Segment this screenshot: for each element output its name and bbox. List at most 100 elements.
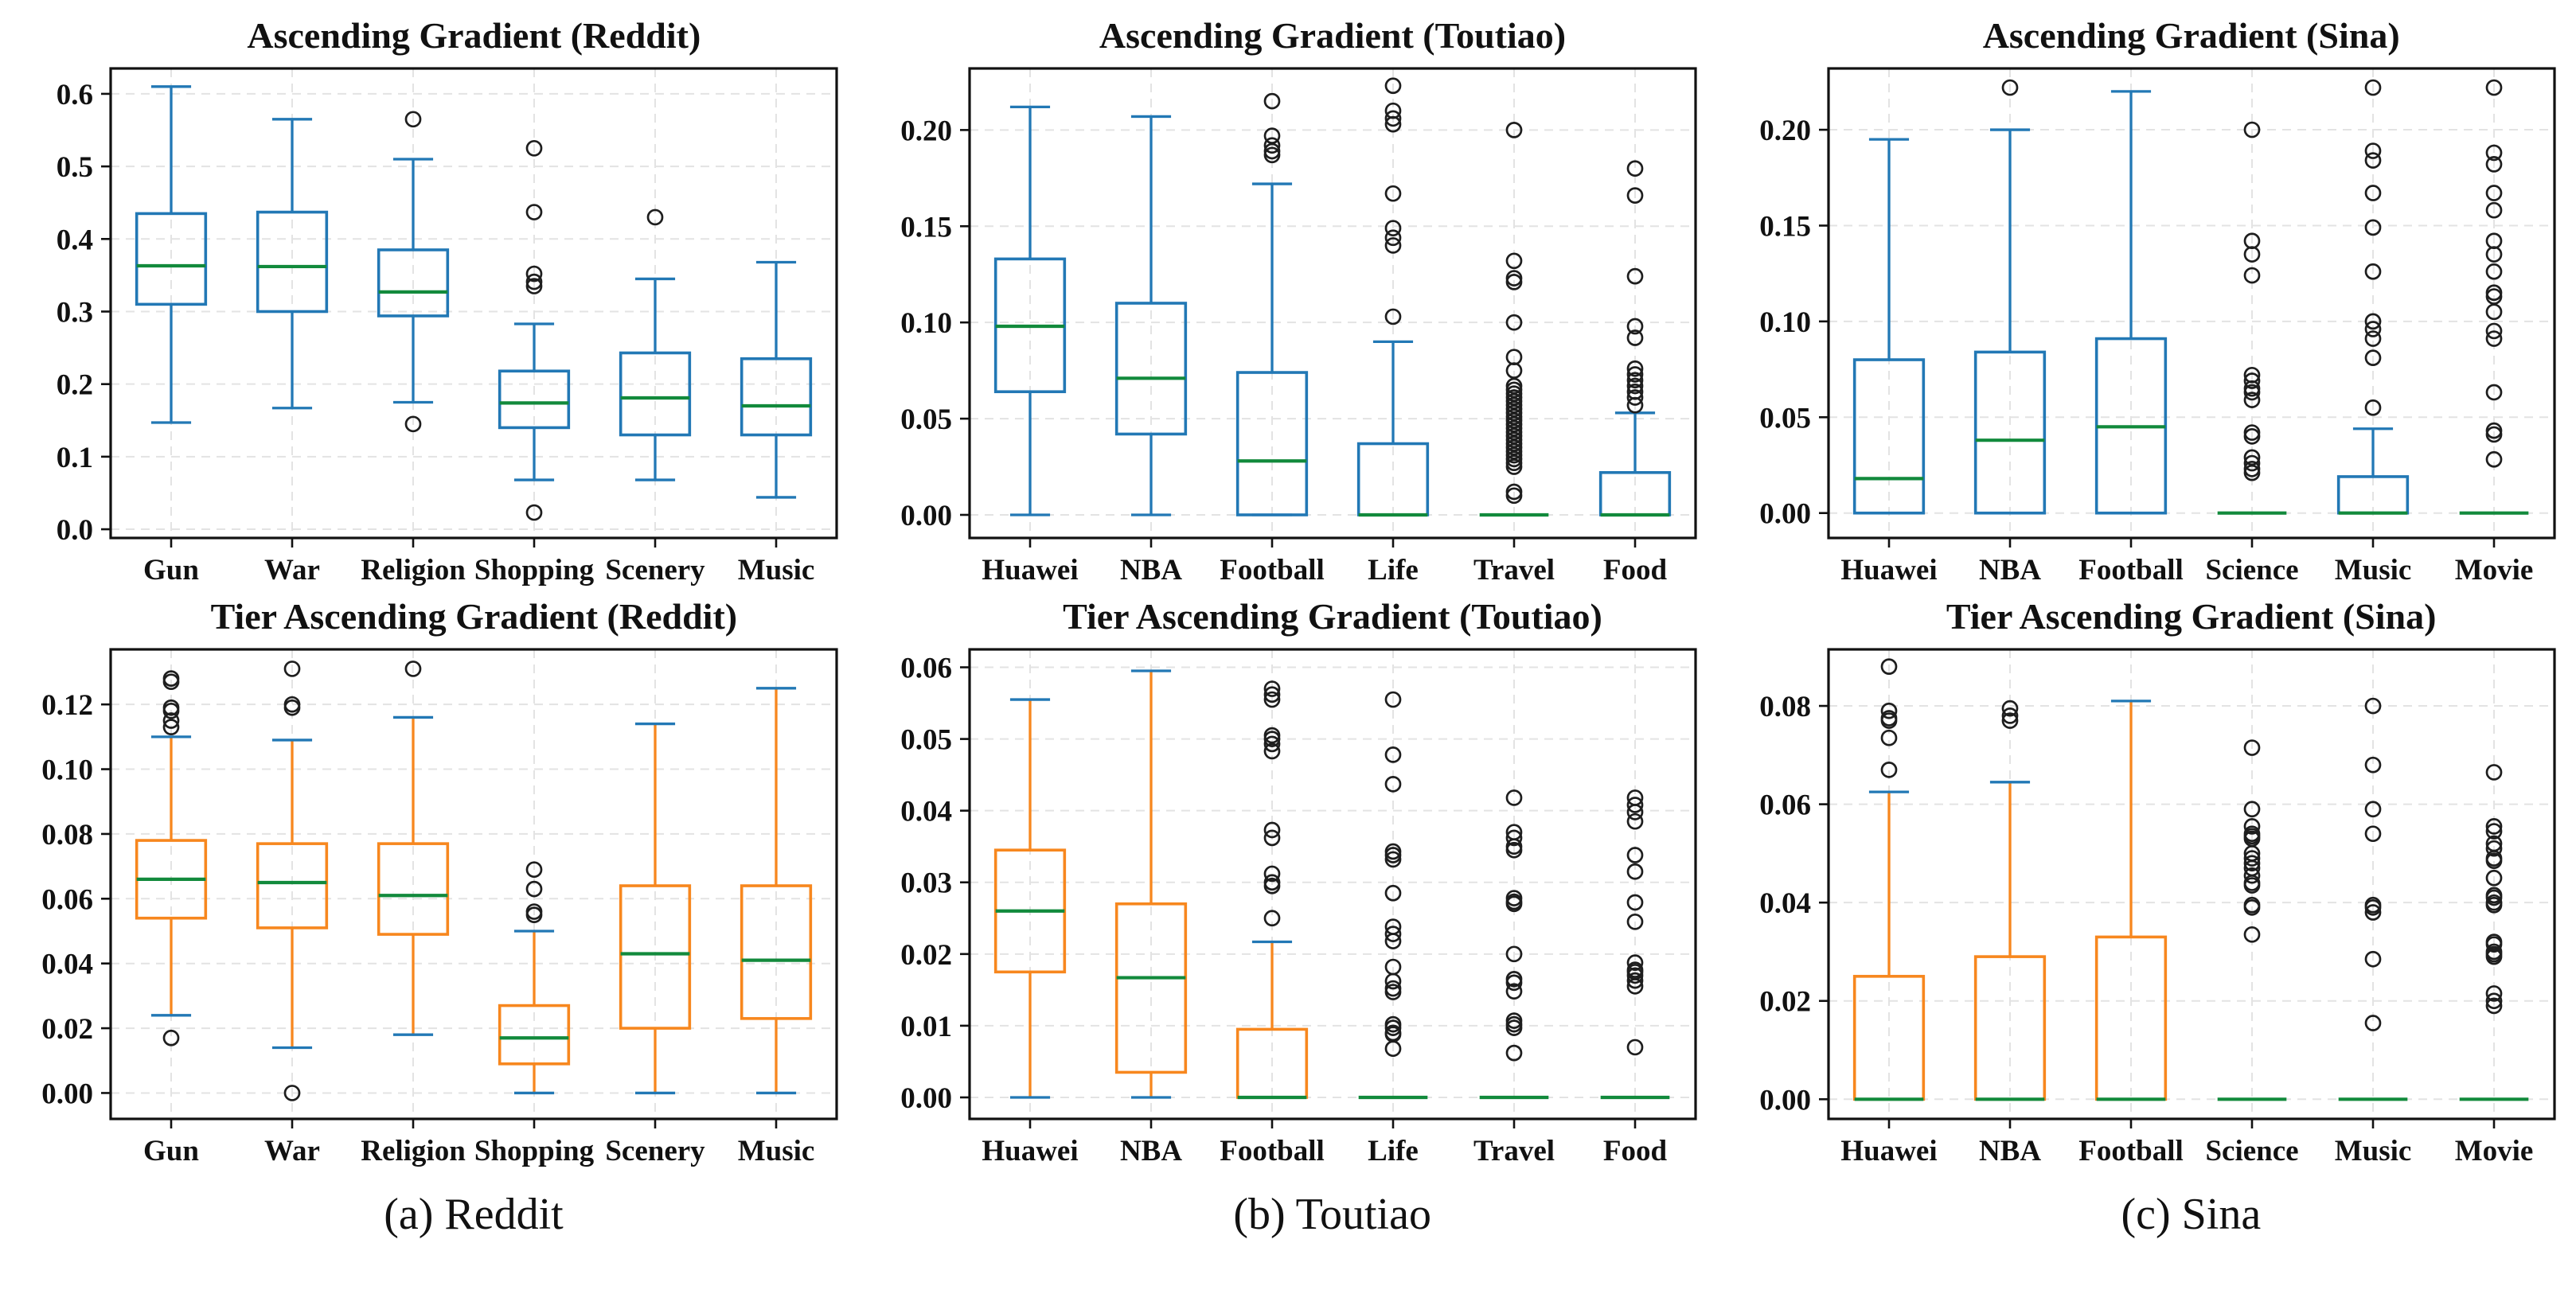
outlier-point <box>1505 458 1523 475</box>
outlier-point <box>2243 898 2261 916</box>
outlier-point <box>2485 818 2503 835</box>
outlier-point <box>1626 954 1644 971</box>
outlier-point <box>2364 904 2382 921</box>
boxplot-tier-ascending-sina: 0.00 0.02 0.04 0.06 0.08 Huawei NBA Football Sci… <box>1759 648 2556 1167</box>
boxplot-ascending-toutiao: 0.00 0.05 0.10 0.15 0.20 Huawei NBA Football Lif… <box>900 67 1697 587</box>
box-nba <box>1973 700 2046 1101</box>
iqr-box <box>619 351 692 437</box>
outlier-point <box>1384 110 1402 127</box>
outlier-point <box>2485 201 2503 219</box>
box-food <box>1598 160 1672 517</box>
box-shopping <box>498 861 571 1095</box>
iqr-box <box>1852 358 1925 515</box>
outlier-point <box>1384 1040 1402 1058</box>
outlier-point <box>2485 985 2503 1002</box>
outlier-point <box>2485 948 2503 965</box>
outlier-point <box>1626 972 1644 989</box>
outlier-point <box>1384 691 1402 708</box>
box-gun <box>135 670 208 1046</box>
outlier-point <box>1626 160 1644 177</box>
x-category-label: Travel <box>1473 1135 1555 1167</box>
outlier-point <box>162 673 180 691</box>
box-shopping <box>498 139 571 521</box>
outlier-point <box>1626 804 1644 820</box>
outlier-point <box>2485 896 2503 914</box>
boxplot-ascending-sina: 0.00 0.05 0.10 0.15 0.20 Huawei NBA Football Sci… <box>1759 67 2556 587</box>
box-movie <box>2459 79 2528 515</box>
outlier-point <box>1505 829 1523 847</box>
outlier-point <box>283 699 301 716</box>
outlier-point <box>1626 372 1644 389</box>
x-category-label: Life <box>1368 554 1419 587</box>
outlier-point <box>1384 884 1402 902</box>
y-tick-label: 0.02 <box>42 1013 94 1046</box>
outlier-point <box>2243 428 2261 445</box>
y-tick-label: 0.02 <box>1759 986 1811 1019</box>
y-tick-label: 0.10 <box>900 307 952 340</box>
outlier-point <box>2364 349 2382 366</box>
outlier-point <box>1263 686 1281 703</box>
iqr-box <box>135 212 208 306</box>
column-sina: Ascending Gradient (Sina) 0.00 0.05 0.10 0.… <box>1717 13 2576 1240</box>
y-tick-label: 0.15 <box>1759 210 1811 243</box>
outlier-point <box>1384 220 1402 237</box>
caption-reddit: (a) Reddit <box>384 1190 564 1239</box>
y-tick-label: 0.12 <box>42 689 94 722</box>
outlier-point <box>2364 321 2382 337</box>
outlier-point <box>2485 852 2503 870</box>
axes-frame <box>1827 648 2556 1120</box>
y-tick-label: 0.2 <box>57 369 93 402</box>
outlier-point <box>2485 997 2503 1015</box>
outlier-point <box>1505 487 1523 505</box>
outlier-point <box>2364 185 2382 201</box>
x-category-label: Football <box>1220 1135 1325 1167</box>
outlier-point <box>2485 869 2503 887</box>
box-huawei <box>1852 138 1925 515</box>
outlier-point <box>2485 840 2503 857</box>
axes-frame <box>968 67 1697 540</box>
iqr-box <box>740 357 813 437</box>
outlier-point <box>1505 983 1523 1000</box>
outlier-point <box>1626 267 1644 285</box>
outlier-point <box>1505 1019 1523 1036</box>
x-category-label: Science <box>2205 1135 2298 1167</box>
x-category-label: Religion <box>361 554 466 587</box>
box-music <box>2338 697 2407 1101</box>
iqr-box <box>1114 902 1188 1074</box>
outlier-point <box>2485 156 2503 173</box>
box-football <box>1235 92 1309 516</box>
box-travel <box>1479 789 1549 1100</box>
outlier-point <box>1626 894 1644 911</box>
outlier-point <box>1263 680 1281 697</box>
outlier-point <box>1505 895 1523 913</box>
outlier-point <box>525 504 543 521</box>
x-category-label: Scenery <box>606 1135 706 1167</box>
outlier-point <box>162 719 180 736</box>
box-nba <box>1973 79 2046 515</box>
y-tick-label: 0.04 <box>900 796 952 828</box>
outlier-point <box>2243 739 2261 756</box>
outlier-point <box>2364 950 2382 968</box>
axes-frame <box>109 67 838 540</box>
outlier-point <box>2485 246 2503 263</box>
x-category-label: Shopping <box>474 1135 595 1167</box>
outlier-point <box>1384 851 1402 868</box>
x-category-label: NBA <box>1120 1135 1182 1167</box>
subplot-tier-ascending-gradient-toutiao: Tier Ascending Gradient (Toutiao) 0.00 0.… <box>866 594 1710 1175</box>
box-war <box>256 661 329 1101</box>
outlier-point <box>1626 847 1644 863</box>
x-category-label: Scenery <box>606 554 706 587</box>
x-category-label: Movie <box>2454 554 2533 587</box>
outlier-point <box>2364 152 2382 169</box>
outlier-point <box>1384 185 1402 202</box>
x-category-label: Football <box>1220 554 1325 587</box>
subplot-ascending-gradient-sina: Ascending Gradient (Sina) 0.00 0.05 0.10 0.… <box>1725 13 2569 594</box>
x-category-label: Music <box>2334 1135 2411 1167</box>
outlier-point <box>1263 691 1281 708</box>
outlier-point <box>1263 821 1281 839</box>
outlier-point <box>2243 384 2261 401</box>
outlier-point <box>2364 697 2382 715</box>
outlier-point <box>2243 850 2261 867</box>
outlier-point <box>1263 146 1281 164</box>
x-category-label: Shopping <box>474 554 595 587</box>
